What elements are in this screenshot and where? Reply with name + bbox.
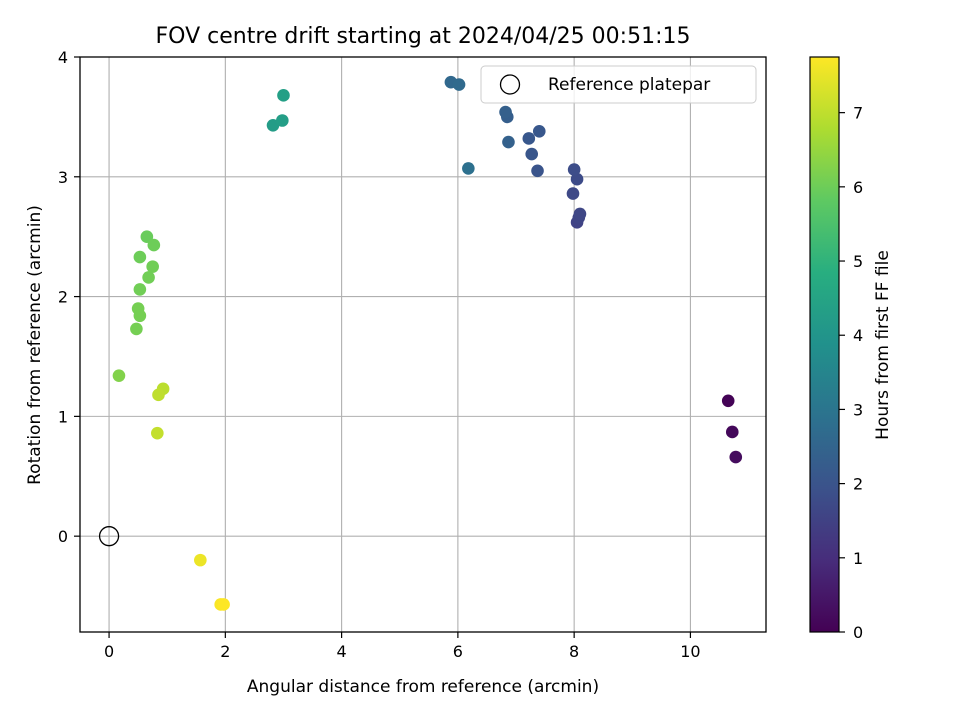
y-axis-label: Rotation from reference (arcmin) [25, 205, 45, 485]
colorbar-tick-label: 3 [853, 400, 863, 419]
colorbar-tick-label: 7 [853, 104, 863, 123]
x-tick-label: 6 [453, 642, 463, 661]
data-point [462, 162, 475, 175]
y-tick-label: 1 [58, 407, 68, 426]
data-point [721, 394, 735, 408]
data-point [522, 132, 536, 145]
reference-marker [98, 526, 120, 547]
colorbar-tick-label: 5 [853, 252, 863, 271]
data-point [277, 89, 290, 102]
colorbar-gradient [810, 57, 839, 632]
data-point [151, 426, 164, 440]
data-point [266, 118, 280, 132]
data-point [133, 309, 147, 323]
y-tick-label: 4 [58, 48, 68, 67]
data-point [152, 388, 165, 402]
y-tick-label: 0 [58, 527, 68, 546]
plot-frame [79, 56, 767, 633]
colorbar-frame [809, 56, 840, 633]
colorbar-tick-label: 0 [853, 623, 863, 642]
colorbar-label: Hours from first FF file [873, 250, 893, 440]
data-point [146, 260, 159, 273]
legend-label: Reference platepar [548, 75, 710, 95]
data-point [140, 230, 154, 243]
x-tick-label: 0 [104, 642, 114, 661]
data-point [217, 598, 230, 611]
data-point [532, 124, 546, 138]
data-point [147, 238, 161, 252]
data-point [112, 369, 126, 382]
colorbar-tick-label: 6 [853, 178, 863, 197]
data-point [452, 78, 466, 91]
data-point [194, 553, 207, 567]
data-point [567, 163, 581, 176]
chart-title: FOV centre drift starting at 2024/04/25 … [156, 24, 691, 49]
x-tick-label: 2 [220, 642, 230, 661]
data-point [499, 105, 512, 119]
y-tick-label: 3 [58, 168, 68, 187]
data-point [531, 164, 544, 178]
data-points [112, 75, 743, 611]
data-point [573, 207, 587, 221]
data-point [729, 450, 743, 464]
legend-box [480, 65, 757, 104]
reference-marker-group [98, 526, 120, 547]
colorbar-tick-label: 4 [853, 326, 863, 345]
data-point [525, 147, 539, 161]
y-axis-ticks: 0 1 2 3 4 [58, 48, 80, 546]
x-tick-label: 8 [569, 642, 579, 661]
y-tick-label: 2 [58, 288, 68, 307]
data-point [133, 283, 147, 296]
colorbar-tick-label: 2 [853, 475, 863, 494]
x-tick-label: 10 [680, 642, 700, 661]
legend: Reference platepar [480, 65, 757, 104]
data-point [130, 322, 143, 336]
grid-lines [80, 56, 766, 632]
data-point [502, 135, 515, 149]
colorbar-tick-label: 1 [853, 549, 863, 568]
data-point [725, 425, 739, 439]
data-point [570, 172, 584, 186]
x-tick-label: 4 [337, 642, 347, 661]
colorbar: 0 1 2 3 4 5 6 7 Hours from first FF file [809, 56, 893, 642]
colorbar-ticks: 0 1 2 3 4 5 6 7 [839, 104, 863, 642]
legend-marker [499, 74, 521, 95]
data-point [566, 187, 580, 200]
data-point [276, 114, 289, 127]
data-point [142, 271, 155, 284]
data-point [133, 250, 147, 264]
x-axis-ticks: 0 2 4 6 8 10 [104, 632, 701, 661]
x-axis-label: Angular distance from reference (arcmin) [247, 677, 599, 697]
